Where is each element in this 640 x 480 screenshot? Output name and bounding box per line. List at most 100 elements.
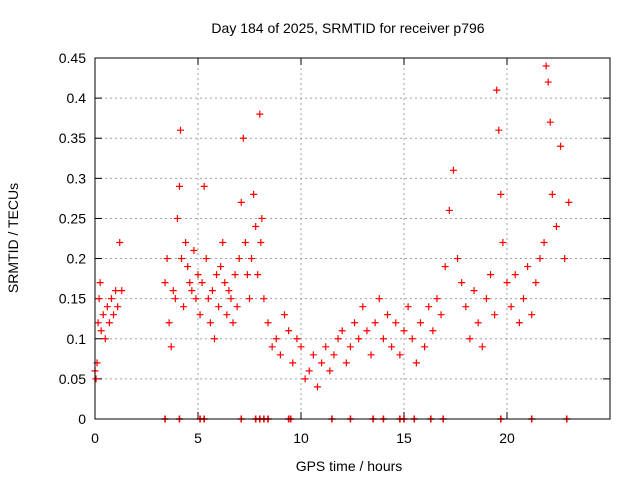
data-point (552, 222, 560, 230)
data-point (260, 295, 268, 303)
data-point (289, 359, 297, 367)
data-point (215, 303, 223, 311)
data-point (342, 359, 350, 367)
data-point (322, 343, 330, 351)
data-point (334, 335, 342, 343)
data-point (388, 343, 396, 351)
y-tick-label: 0.2 (67, 251, 87, 267)
data-point (182, 239, 190, 247)
x-axis-label: GPS time / hours (296, 458, 403, 474)
data-point (507, 303, 515, 311)
data-point (433, 295, 441, 303)
y-tick-label: 0.45 (59, 50, 86, 66)
data-point (116, 239, 124, 247)
data-point (318, 359, 326, 367)
grid-lines (95, 58, 610, 419)
x-tick-label: 20 (499, 430, 515, 446)
data-point (548, 190, 556, 198)
data-point (223, 311, 231, 319)
data-point (454, 255, 462, 263)
data-point (497, 190, 505, 198)
x-tick-label: 0 (91, 430, 99, 446)
data-point (503, 279, 511, 287)
data-point (272, 335, 280, 343)
data-point (97, 327, 105, 335)
data-point (491, 311, 499, 319)
data-point (285, 327, 293, 335)
data-point (499, 239, 507, 247)
data-point (478, 343, 486, 351)
data-point (326, 367, 334, 375)
data-point (367, 351, 375, 359)
data-point (235, 255, 243, 263)
data-point (171, 295, 179, 303)
data-point (565, 198, 573, 206)
data-point (482, 295, 490, 303)
data-point (178, 255, 186, 263)
data-point (254, 271, 262, 279)
data-point (338, 327, 346, 335)
data-point (110, 311, 118, 319)
data-point (346, 343, 354, 351)
data-points (91, 62, 573, 391)
data-point (252, 222, 260, 230)
x-axis: 0 5 10 15 20 (91, 58, 515, 446)
data-point (221, 279, 229, 287)
data-point (404, 303, 412, 311)
data-point (363, 327, 371, 335)
y-axis-label: SRMTID / TECUs (5, 183, 21, 293)
data-point (250, 190, 258, 198)
data-point (225, 287, 233, 295)
data-point (105, 319, 113, 327)
data-point (416, 319, 424, 327)
data-point (359, 303, 367, 311)
data-point (330, 351, 338, 359)
data-point (208, 287, 216, 295)
data-point (96, 279, 104, 287)
y-tick-label: 0.3 (67, 170, 87, 186)
data-point (161, 279, 169, 287)
data-point (293, 335, 301, 343)
data-point (487, 271, 495, 279)
data-point (425, 303, 433, 311)
data-point (542, 62, 550, 70)
data-point (188, 287, 196, 295)
data-point (268, 343, 276, 351)
y-tick-label: 0.1 (67, 331, 87, 347)
data-point (237, 198, 245, 206)
data-point (95, 295, 103, 303)
data-point (524, 263, 532, 271)
data-point (375, 295, 383, 303)
data-point (180, 303, 188, 311)
data-point (561, 255, 569, 263)
data-point (421, 343, 429, 351)
data-point (114, 303, 122, 311)
data-point (175, 182, 183, 190)
data-point (528, 311, 536, 319)
data-point (474, 319, 482, 327)
data-point (101, 335, 109, 343)
y-tick-label: 0 (78, 411, 86, 427)
data-point (351, 319, 359, 327)
data-point (408, 335, 416, 343)
data-point (256, 110, 264, 118)
data-point (217, 263, 225, 271)
data-point (94, 319, 102, 327)
y-tick-label: 0.4 (67, 90, 87, 106)
data-point (276, 351, 284, 359)
data-point (202, 255, 210, 263)
data-point (264, 319, 272, 327)
data-point (400, 327, 408, 335)
data-point (429, 327, 437, 335)
data-point (167, 343, 175, 351)
data-point (196, 311, 204, 319)
data-point (227, 295, 235, 303)
data-point (219, 239, 227, 247)
data-point (190, 247, 198, 255)
data-point (466, 335, 474, 343)
data-point (169, 287, 177, 295)
data-point (241, 239, 249, 247)
data-point (301, 375, 309, 383)
data-point (540, 239, 548, 247)
